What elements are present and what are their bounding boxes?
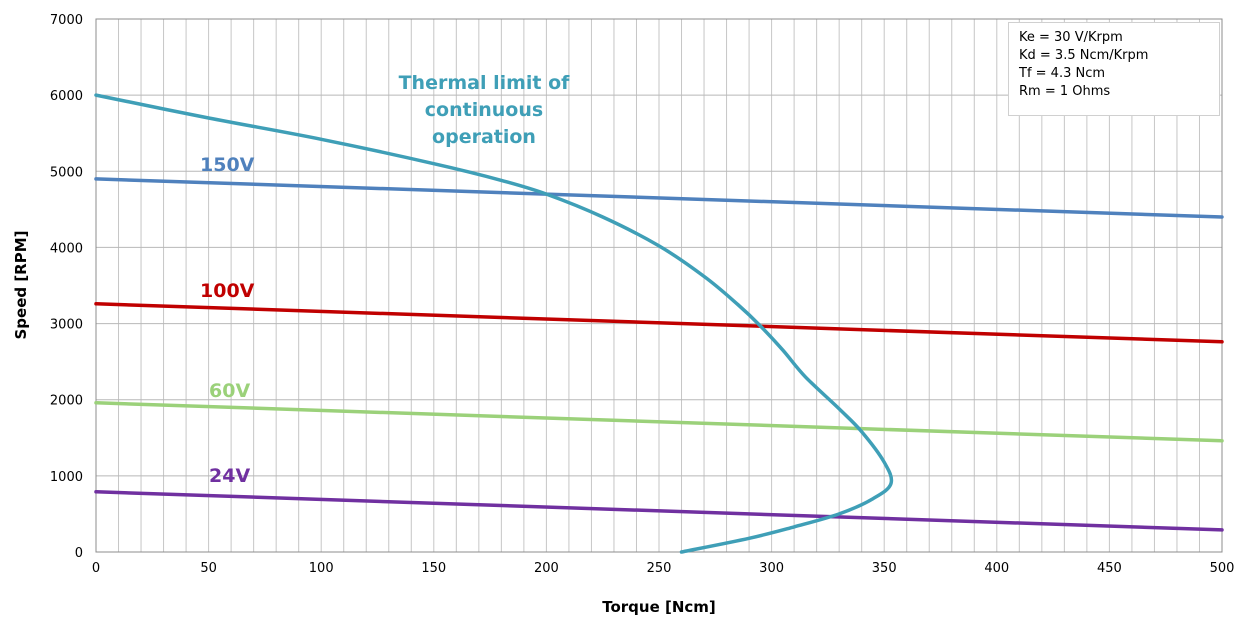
x-tick-label: 400: [984, 561, 1009, 576]
thermal-label-line-1: Thermal limit of: [399, 72, 571, 94]
plot-frame: [95, 18, 1223, 553]
series-line-2: [94, 401, 1224, 443]
label-150v: 150V: [200, 154, 255, 176]
y-tick-label: 4000: [50, 241, 83, 256]
series-line-1: [94, 302, 1224, 344]
param-kd: Kd = 3.5 Ncm/Krpm: [1019, 48, 1149, 63]
x-tick-label: 50: [200, 561, 217, 576]
x-tick-label: 450: [1097, 561, 1122, 576]
x-tick-label: 500: [1210, 561, 1235, 576]
y-tick-label: 5000: [50, 165, 83, 180]
thermal-label-line-3: operation: [432, 126, 536, 148]
series-group: [94, 93, 1224, 554]
x-tick-label: 0: [92, 561, 100, 576]
series-line-4: [94, 93, 894, 554]
label-100v: 100V: [200, 280, 255, 302]
param-tf: Tf = 4.3 Ncm: [1019, 66, 1106, 81]
label-60v: 60V: [209, 380, 250, 402]
ticks-group: 0 50 100 150 200 250 300 350 400 450 5000100020003…: [50, 13, 1235, 576]
x-tick-label: 300: [759, 561, 784, 576]
x-tick-label: 100: [309, 561, 334, 576]
y-tick-label: 6000: [50, 89, 83, 104]
parameter-box: Ke = 30 V/Krpm Kd = 3.5 Ncm/Krpm Tf = 4.…: [1008, 22, 1220, 116]
label-24v: 24V: [209, 465, 250, 487]
plot-border: [95, 18, 1223, 553]
thermal-label-line-2: continuous: [425, 99, 543, 121]
y-axis-title: Speed [RPM]: [12, 230, 30, 339]
y-tick-label: 7000: [50, 13, 83, 28]
x-axis-title: Torque [Ncm]: [602, 598, 716, 616]
x-tick-label: 250: [647, 561, 672, 576]
y-tick-label: 0: [75, 546, 83, 561]
x-tick-label: 150: [421, 561, 446, 576]
series-line-0: [94, 177, 1224, 219]
y-tick-label: 2000: [50, 394, 83, 409]
series-line-3: [94, 490, 1224, 532]
param-ke: Ke = 30 V/Krpm: [1019, 30, 1123, 45]
x-tick-label: 200: [534, 561, 559, 576]
param-rm: Rm = 1 Ohms: [1019, 84, 1111, 99]
y-tick-label: 1000: [50, 470, 83, 485]
x-tick-label: 350: [872, 561, 897, 576]
grid: [95, 18, 1223, 553]
y-tick-label: 3000: [50, 318, 83, 333]
